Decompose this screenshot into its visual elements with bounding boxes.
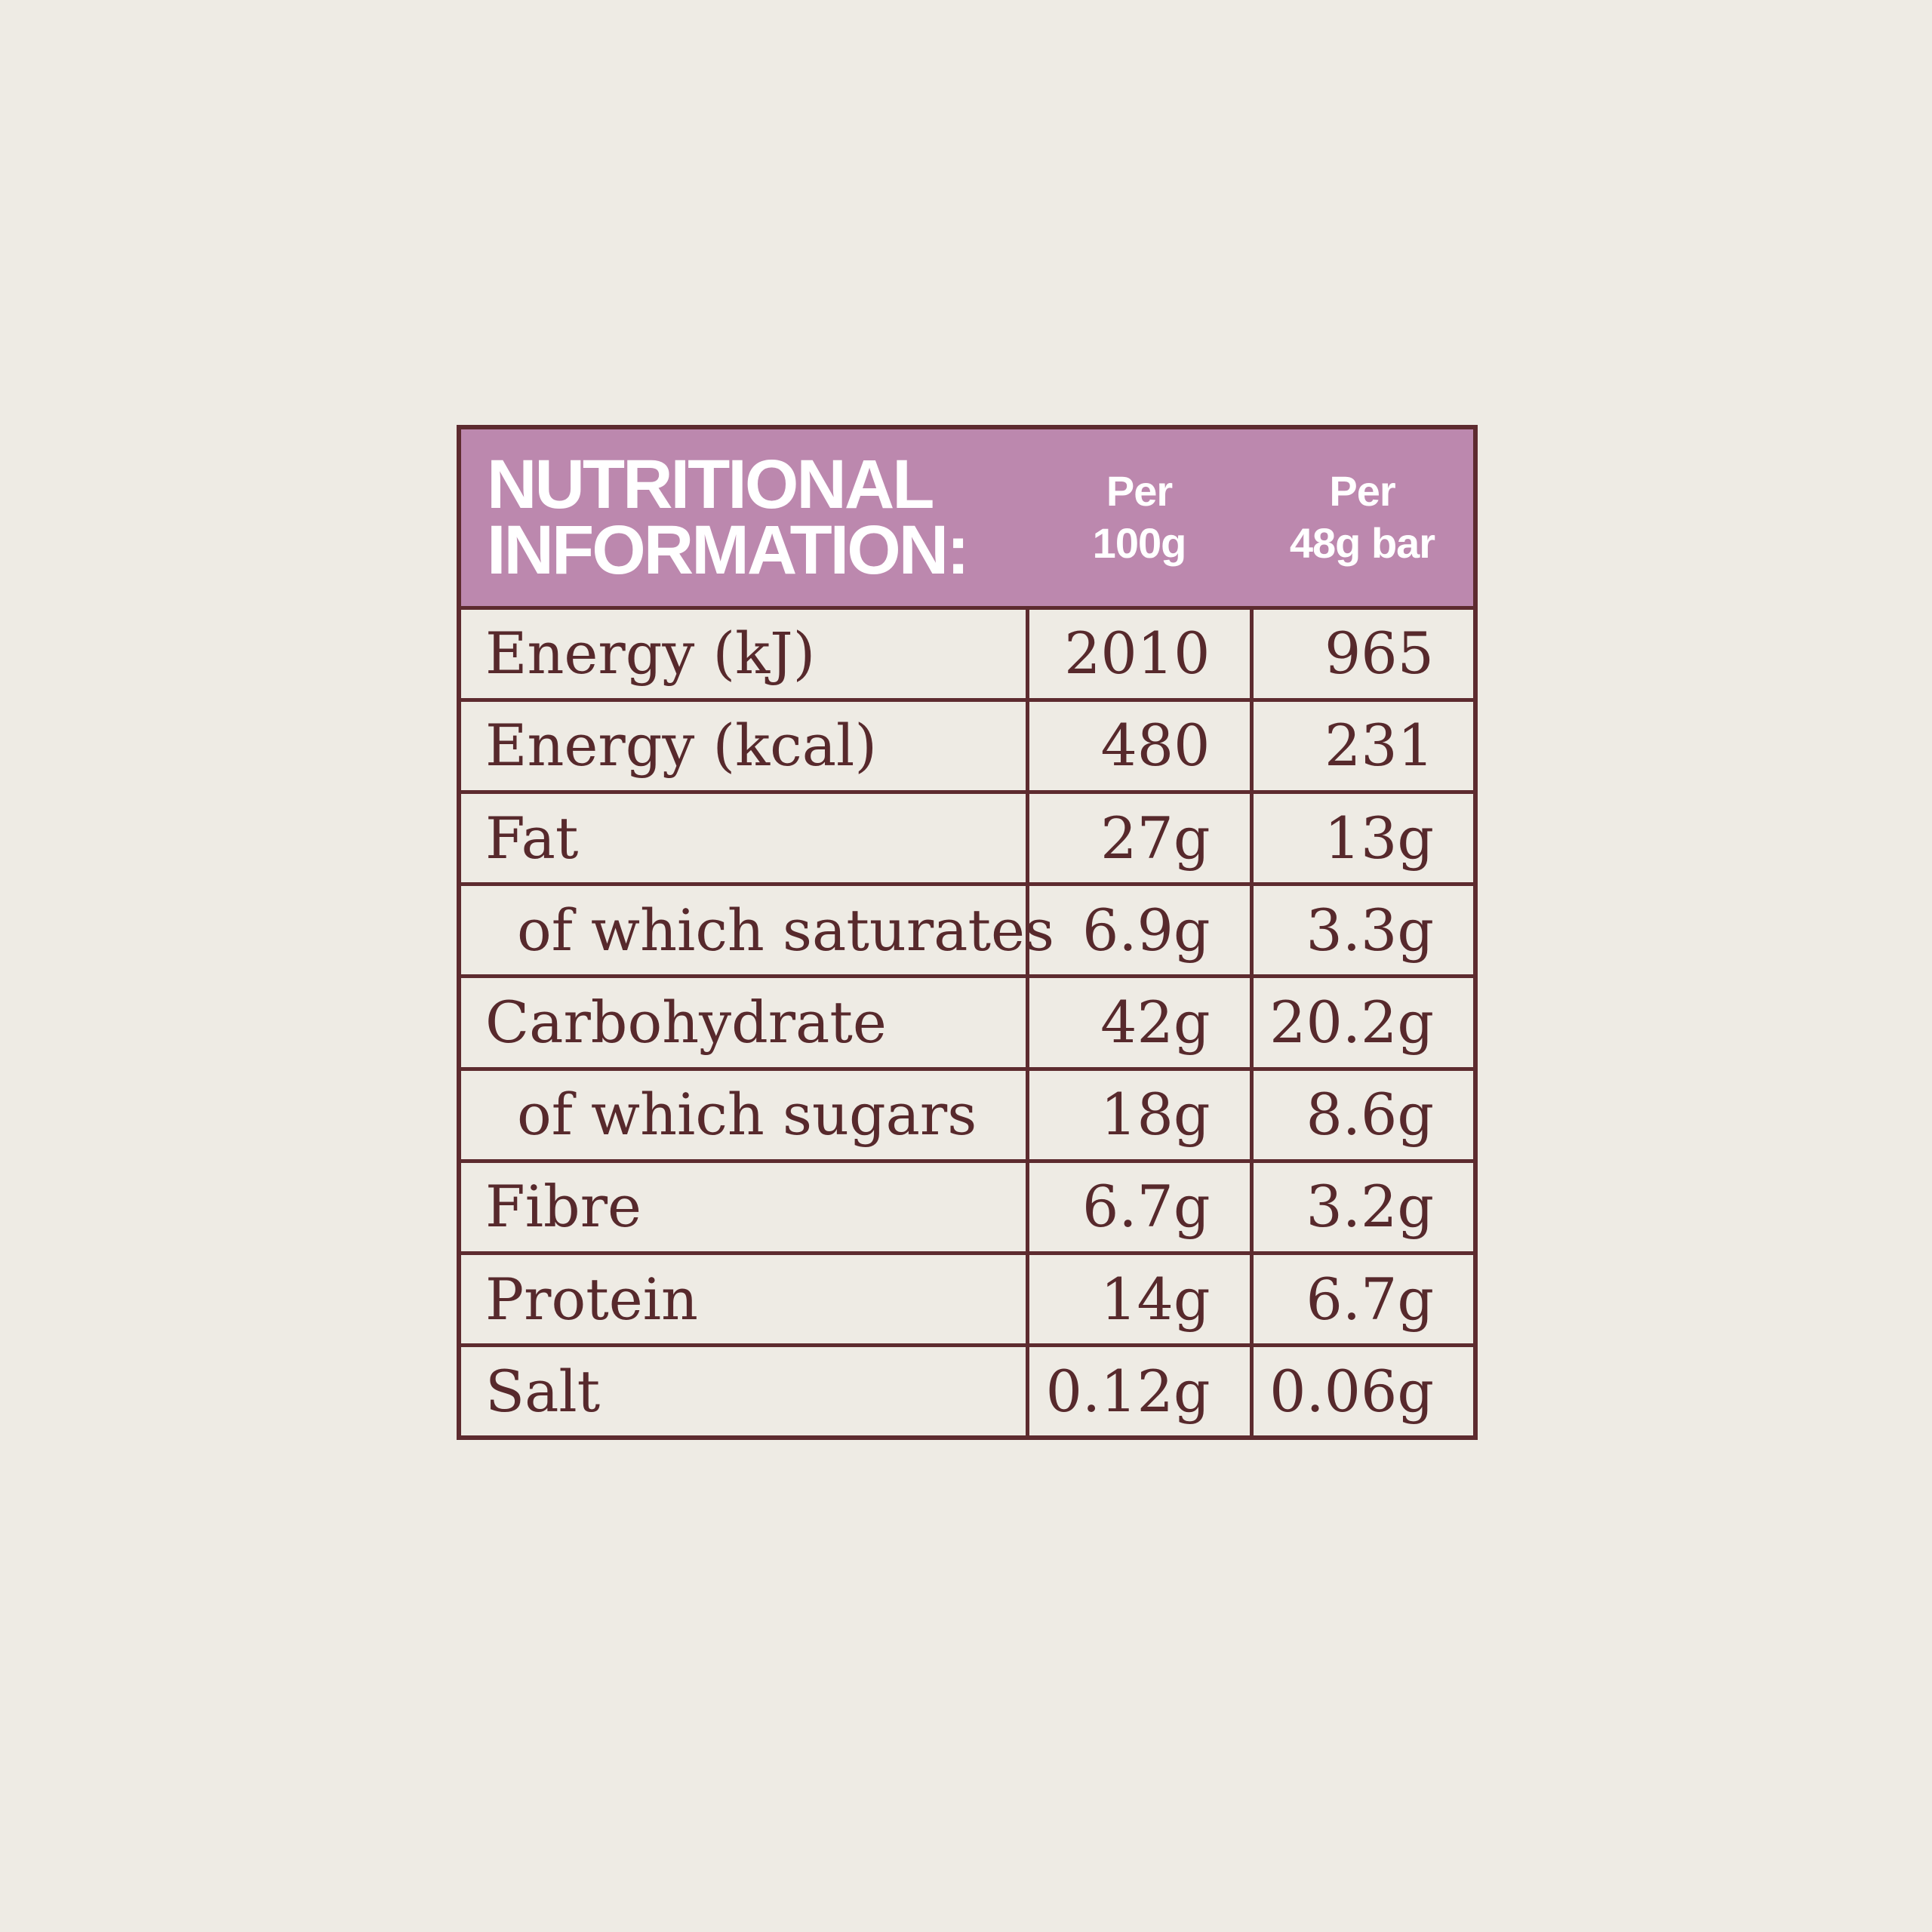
table-title-line1: NUTRITIONAL (487, 446, 934, 524)
row-value-per-48g: 8.6g (1249, 1066, 1478, 1163)
row-value-per-100g: 42g (1025, 974, 1254, 1071)
row-label: of which saturates (457, 882, 1054, 979)
row-value-per-48g: 0.06g (1249, 1343, 1478, 1440)
table-row: Carbohydrate 42g 20.2g (457, 974, 1478, 1071)
row-value-per-100g: 0.12g (1025, 1343, 1254, 1440)
table-row: Energy (kJ) 2010 965 (457, 605, 1478, 702)
table-row: of which sugars 18g 8.6g (457, 1066, 1478, 1163)
table-title-line2: INFORMATION: (487, 511, 970, 589)
table-row: of which saturates 6.9g 3.3g (457, 882, 1478, 979)
row-value-per-100g: 6.7g (1025, 1158, 1254, 1256)
row-value-per-100g: 18g (1025, 1066, 1254, 1163)
table-row: Fibre 6.7g 3.2g (457, 1158, 1478, 1256)
column-header-per-100g-line2: 100g (1092, 518, 1187, 567)
table-row: Fat 27g 13g (457, 789, 1478, 887)
column-header-per-100g-line1: Per (1106, 467, 1173, 515)
table-title: NUTRITIONAL INFORMATION: (459, 427, 1027, 608)
table-row: Energy (kcal) 480 231 (457, 697, 1478, 794)
nutrition-table: NUTRITIONAL INFORMATION: Per 100g Per 48… (457, 425, 1478, 1440)
row-label: Energy (kJ) (457, 605, 1029, 702)
row-value-per-48g: 13g (1249, 789, 1478, 887)
row-value-per-100g: 480 (1025, 697, 1254, 794)
column-header-per-100g: Per 100g (1027, 427, 1251, 608)
row-value-per-48g: 6.7g (1249, 1251, 1478, 1348)
row-value-per-100g: 14g (1025, 1251, 1254, 1348)
column-header-per-48g-bar-line1: Per (1329, 467, 1395, 515)
row-label: of which sugars (457, 1066, 1029, 1163)
row-value-per-100g: 27g (1025, 789, 1254, 887)
row-value-per-48g: 965 (1249, 605, 1478, 702)
row-value-per-48g: 3.3g (1249, 882, 1478, 979)
row-value-per-100g: 2010 (1025, 605, 1254, 702)
row-value-per-48g: 231 (1249, 697, 1478, 794)
table-row: Salt 0.12g 0.06g (457, 1343, 1478, 1440)
column-header-per-48g-bar: Per 48g bar (1251, 427, 1475, 608)
row-value-per-48g: 20.2g (1249, 974, 1478, 1071)
row-label: Fibre (457, 1158, 1029, 1256)
row-label: Carbohydrate (457, 974, 1029, 1071)
row-label: Salt (457, 1343, 1029, 1440)
row-label: Fat (457, 789, 1029, 887)
row-value-per-100g: 6.9g (1025, 882, 1254, 979)
nutrition-label-panel: NUTRITIONAL INFORMATION: Per 100g Per 48… (457, 425, 1478, 1440)
table-row: Protein 14g 6.7g (457, 1251, 1478, 1348)
row-label: Protein (457, 1251, 1029, 1348)
column-header-per-48g-bar-line2: 48g bar (1289, 518, 1435, 567)
row-value-per-48g: 3.2g (1249, 1158, 1478, 1256)
table-header-row: NUTRITIONAL INFORMATION: Per 100g Per 48… (459, 427, 1475, 608)
row-label: Energy (kcal) (457, 697, 1029, 794)
